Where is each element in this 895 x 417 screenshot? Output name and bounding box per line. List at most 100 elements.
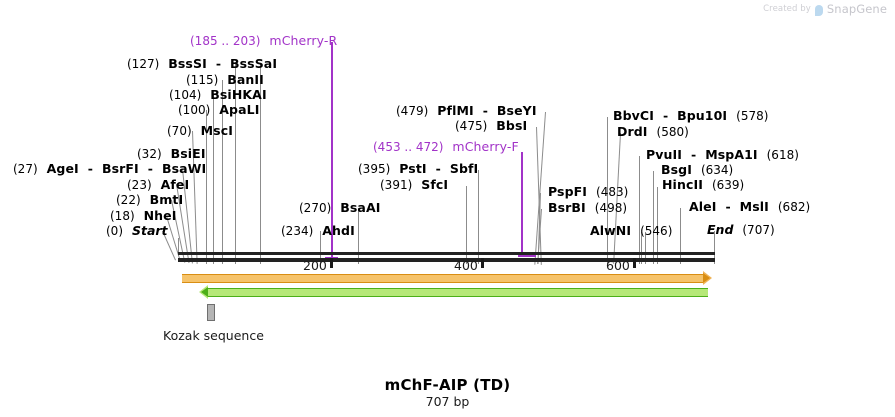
- label-hincii[interactable]: HincII (639): [662, 178, 744, 192]
- label-enzyme-name: BsrFI: [101, 161, 139, 176]
- orf-reverse-arrow-head-inner: [201, 287, 208, 297]
- leader-line: [235, 63, 236, 264]
- label-position: (22): [116, 193, 141, 207]
- label-separator: -: [482, 103, 488, 118]
- ruler-bar-lower: [178, 258, 715, 262]
- label-msci[interactable]: (70) MscI: [167, 124, 233, 138]
- ruler-tick-200: [330, 258, 333, 268]
- label-enzyme-name: MspA1I: [705, 147, 758, 162]
- leader-line: [641, 232, 642, 264]
- label-position: (546): [640, 224, 673, 238]
- label-bmti[interactable]: (22) BmtI: [116, 193, 183, 207]
- label-bbvci[interactable]: BbvCI - Bpu10I (578): [613, 109, 768, 123]
- label-position: (707): [742, 223, 775, 237]
- label-terminus-name: End: [707, 222, 734, 237]
- label-position: (483): [596, 185, 629, 199]
- label-position: (70): [167, 124, 192, 138]
- label-bsrbi[interactable]: BsrBI (498): [548, 201, 627, 215]
- label-enzyme-name: PspFI: [548, 184, 588, 199]
- label-separator: -: [147, 161, 153, 176]
- label-separator: -: [87, 161, 93, 176]
- label-enzyme-name: BssSaI: [230, 56, 278, 71]
- label-ahdi[interactable]: (234) AhdI: [281, 224, 355, 238]
- mcherry-r-feature-line: [331, 42, 333, 257]
- label-alei[interactable]: AleI - MslI (682): [689, 200, 810, 214]
- label-drdi[interactable]: DrdI (580): [617, 125, 689, 139]
- watermark-created-by-text: Created by: [763, 4, 811, 14]
- leader-line: [680, 208, 681, 264]
- label-start[interactable]: (0) Start: [106, 224, 168, 238]
- leader-line: [213, 95, 214, 264]
- sequence-length-label: 707 bp: [425, 394, 470, 409]
- kozak-sequence-box[interactable]: [207, 304, 215, 321]
- label-position: (18): [110, 209, 135, 223]
- label-position: (395): [358, 162, 391, 176]
- label-terminus-name: Start: [131, 223, 168, 238]
- label-enzyme-name: BanII: [227, 72, 264, 87]
- label-separator: -: [725, 199, 731, 214]
- label-pflmi[interactable]: (479) PflMI - BseYI: [396, 104, 537, 118]
- label-mcherry-f[interactable]: (453 .. 472) mCherry-F: [373, 140, 519, 154]
- label-enzyme-name: BmtI: [149, 192, 184, 207]
- label-enzyme-name: HincII: [662, 177, 703, 192]
- label-afei[interactable]: (23) AfeI: [127, 178, 189, 192]
- leader-line: [639, 156, 640, 264]
- label-position: (270): [299, 201, 332, 215]
- label-position: (618): [766, 148, 799, 162]
- label-agei[interactable]: (27) AgeI - BsrFI - BsaWI: [13, 162, 206, 176]
- label-psti[interactable]: (395) PstI - SbfI: [358, 162, 478, 176]
- label-enzyme-name: PflMI: [437, 103, 474, 118]
- label-feature-name: mCherry-F: [452, 139, 519, 154]
- label-enzyme-name: BsgI: [661, 162, 692, 177]
- ruler-tick-400: [481, 258, 484, 268]
- leader-line: [714, 231, 715, 264]
- label-bsssi[interactable]: (127) BssSI - BssSaI: [127, 57, 277, 71]
- label-position: (634): [700, 163, 734, 177]
- orf-forward-arrow-body: [182, 274, 704, 283]
- label-position: (23): [127, 178, 152, 192]
- leader-line: [645, 232, 646, 264]
- orf-reverse-arrow-body: [208, 288, 708, 297]
- label-bbsi[interactable]: (475) BbsI: [455, 119, 527, 133]
- label-enzyme-name: BbvCI: [613, 108, 654, 123]
- label-enzyme-name: BbsI: [496, 118, 528, 133]
- ruler-bar-upper: [178, 252, 715, 255]
- label-enzyme-name: MslI: [739, 199, 769, 214]
- label-sfci[interactable]: (391) SfcI: [380, 178, 448, 192]
- label-alwni[interactable]: AlwNI (546): [590, 224, 672, 238]
- label-enzyme-name: AfeI: [160, 177, 190, 192]
- label-position: (682): [777, 200, 811, 214]
- label-position: (479): [396, 104, 429, 118]
- label-position: (104): [169, 88, 202, 102]
- leader-line: [320, 231, 321, 264]
- leader-line: [178, 238, 179, 256]
- orf-forward-arrow-head-inner: [703, 273, 710, 283]
- label-enzyme-name: AlwNI: [590, 223, 632, 238]
- label-mcherry-r[interactable]: (185 .. 203) mCherry-R: [190, 34, 337, 48]
- label-enzyme-name: BsrBI: [548, 200, 586, 215]
- label-position: (234): [281, 224, 314, 238]
- label-bsaai[interactable]: (270) BsaAI: [299, 201, 381, 215]
- label-bsiei[interactable]: (32) BsiEI: [137, 147, 206, 161]
- label-bsihkai[interactable]: (104) BsiHKAI: [169, 88, 267, 102]
- leader-line: [657, 187, 658, 264]
- label-pspfi[interactable]: PspFI (483): [548, 185, 628, 199]
- label-enzyme-name: AleI: [689, 199, 717, 214]
- mcherry-f-feature-hook: [518, 255, 536, 257]
- label-end[interactable]: End (707): [707, 223, 775, 237]
- label-nhei[interactable]: (18) NheI: [110, 209, 177, 223]
- leader-line: [466, 186, 467, 264]
- label-apali[interactable]: (100) ApaLI: [178, 103, 259, 117]
- label-pvuii[interactable]: PvuII - MspA1I (618): [646, 148, 799, 162]
- label-position: (578): [736, 109, 769, 123]
- label-banii[interactable]: (115) BanII: [186, 73, 264, 87]
- label-separator: -: [662, 108, 669, 123]
- watermark-brand-text: SnapGene: [826, 2, 887, 16]
- leader-line: [260, 63, 261, 264]
- ruler-tick-label: 200: [303, 258, 327, 273]
- label-position: (115): [186, 73, 219, 87]
- label-bsgi[interactable]: BsgI (634): [661, 163, 733, 177]
- page-title: mChF-AIP (TD): [384, 376, 511, 394]
- ruler-tick-600: [633, 258, 636, 268]
